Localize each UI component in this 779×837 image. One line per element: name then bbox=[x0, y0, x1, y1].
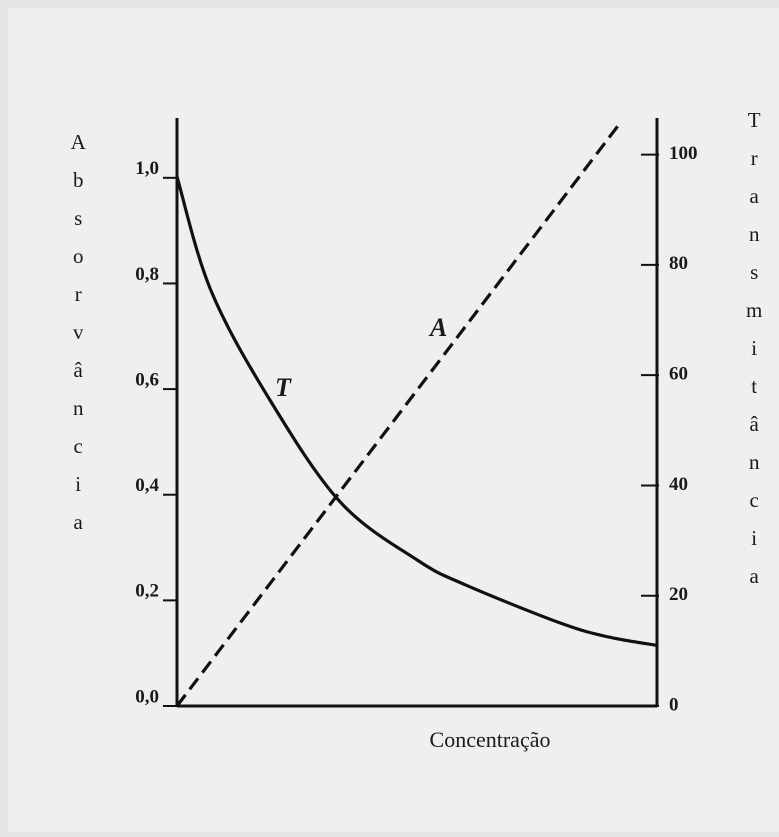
series-line bbox=[175, 124, 620, 707]
y2-tick-label: 20 bbox=[669, 584, 688, 605]
annotation: T bbox=[275, 373, 292, 402]
y2-tick-label: 100 bbox=[669, 143, 698, 164]
y2-tick-label: 0 bbox=[669, 694, 679, 715]
y-tick-label: 0,2 bbox=[135, 581, 159, 602]
annotation: A bbox=[428, 313, 447, 342]
y-tick-label: 0,8 bbox=[135, 264, 159, 285]
y2-axis-label: Transmitância bbox=[742, 108, 766, 602]
y-tick-label: 0,4 bbox=[135, 475, 159, 496]
y2-tick-label: 40 bbox=[669, 474, 688, 495]
y-tick-label: 1,0 bbox=[135, 158, 159, 179]
series-line bbox=[175, 176, 658, 647]
y2-tick-label: 60 bbox=[669, 364, 688, 385]
y-tick-label: 0,0 bbox=[135, 686, 159, 707]
y2-tick-label: 80 bbox=[669, 253, 688, 274]
y-axis-label: Absorvância bbox=[66, 130, 90, 548]
y-tick-label: 0,6 bbox=[135, 369, 159, 390]
x-axis-label: Concentração bbox=[430, 727, 551, 752]
